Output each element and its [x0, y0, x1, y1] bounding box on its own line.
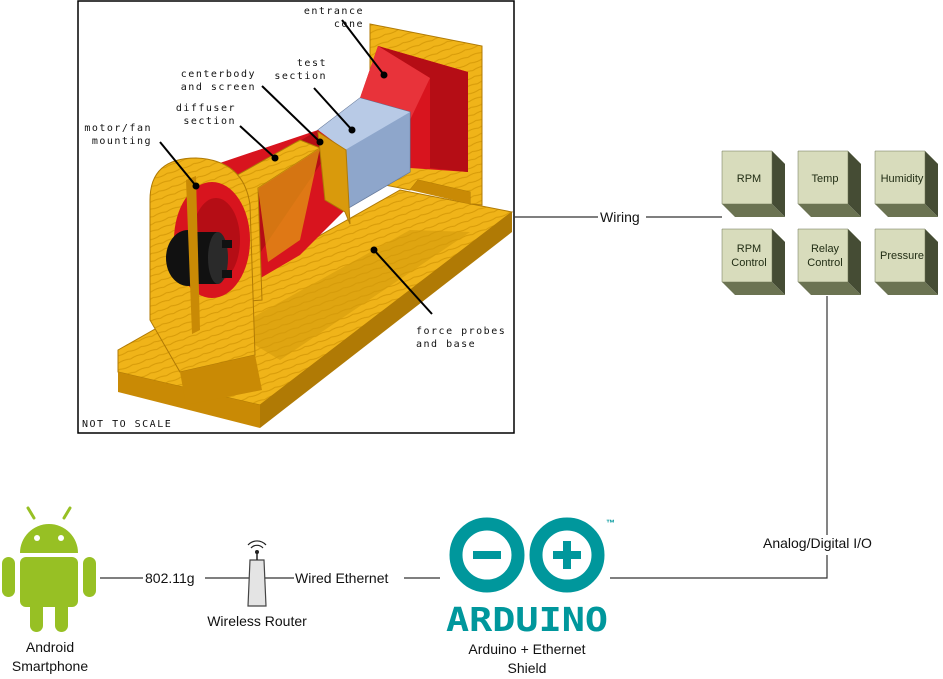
sensor-box-temp: Temp	[797, 150, 861, 217]
sensor-box-humidity: Humidity	[874, 150, 938, 217]
not-to-scale-note: NOT TO SCALE	[82, 419, 172, 430]
wireless-router-icon	[247, 540, 267, 607]
label-diffuser-1: diffuser	[176, 103, 236, 114]
label-entrance-2: cone	[334, 19, 364, 30]
label-force-1: force probes	[416, 326, 506, 337]
io-label: Analog/Digital I/O	[763, 535, 872, 551]
android-label-1: Android	[26, 639, 74, 655]
arduino-wordmark: ARDUINO	[446, 600, 608, 639]
sensor-box-relay-control: Relay Control	[797, 228, 861, 295]
sensor-box-label-1: Pressure	[880, 250, 924, 262]
arduino-label-1: Arduino + Ethernet	[468, 641, 585, 657]
sensor-box-label-1: Temp	[812, 173, 839, 185]
label-diffuser-2: section	[183, 116, 236, 127]
sensor-box-label-1: Humidity	[881, 173, 924, 185]
label-motor-2: mounting	[92, 136, 152, 147]
label-test-2: section	[274, 71, 327, 82]
label-centerbody-2: and screen	[181, 82, 256, 93]
centerbody-frame	[317, 131, 351, 225]
arduino-label-2: Shield	[508, 660, 547, 676]
wind-tunnel-figure: entrance cone test section centerbody an…	[77, 0, 515, 434]
router-label: Wireless Router	[207, 613, 307, 629]
sensor-box-label-1: RPM	[737, 243, 761, 255]
sensor-box-rpm-control: RPM Control	[721, 228, 785, 295]
wiring-label: Wiring	[600, 209, 640, 225]
android-label-2: Smartphone	[12, 658, 88, 674]
android-robot-icon	[2, 506, 96, 632]
leader-lines	[159, 19, 433, 315]
label-test-1: test	[297, 58, 327, 69]
motor-icon	[166, 230, 232, 286]
ethernet-label: Wired Ethernet	[295, 570, 388, 586]
label-motor-1: motor/fan	[84, 123, 152, 134]
label-entrance-1: entrance	[304, 6, 364, 17]
sensor-box-label-2: Control	[731, 257, 766, 269]
sensor-box-label-2: Control	[807, 257, 842, 269]
connection-lines	[100, 216, 828, 579]
wifi-label: 802.11g	[145, 570, 195, 586]
label-force-2: and base	[416, 339, 476, 350]
sensor-box-grid: RPM Temp Humidity RPM Control	[721, 150, 938, 295]
label-centerbody-1: centerbody	[181, 69, 256, 80]
sensor-box-pressure: Pressure	[874, 228, 938, 295]
sensor-box-label-1: Relay	[811, 243, 840, 255]
sensor-box-rpm: RPM	[721, 150, 785, 217]
sensor-box-label-1: RPM	[737, 173, 761, 185]
arduino-trademark: ™	[606, 518, 615, 528]
arduino-logo-icon: ™ ARDUINO	[446, 517, 615, 639]
